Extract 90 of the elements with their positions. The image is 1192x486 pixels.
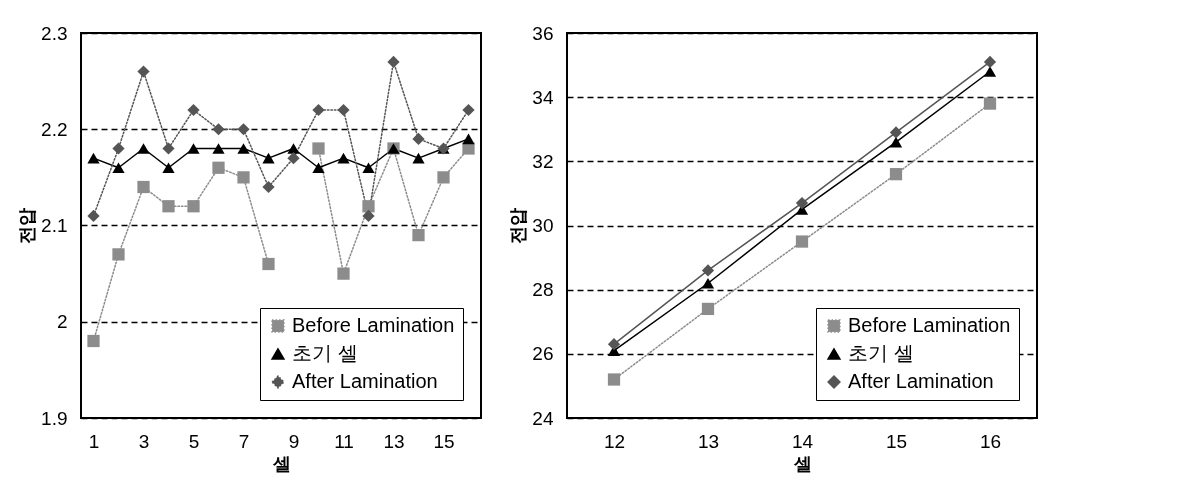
x-tick-label: 5 xyxy=(188,430,200,452)
legend-label: 초기 셀 xyxy=(292,342,358,364)
point xyxy=(137,65,150,78)
point xyxy=(337,267,350,280)
point xyxy=(983,97,997,110)
point xyxy=(287,143,300,154)
point xyxy=(212,161,225,174)
point xyxy=(162,200,175,213)
point xyxy=(337,152,350,164)
y-tick-label: 1.9 xyxy=(41,407,68,429)
point xyxy=(237,171,250,184)
x-tick-label: 15 xyxy=(433,430,455,452)
point xyxy=(287,152,300,165)
point xyxy=(237,123,250,136)
point xyxy=(162,142,175,155)
point xyxy=(312,103,325,117)
point xyxy=(387,55,400,68)
point xyxy=(795,235,809,248)
point xyxy=(362,209,375,222)
point xyxy=(337,103,350,117)
y-tick-label: 26 xyxy=(532,343,554,365)
point xyxy=(87,334,100,348)
point xyxy=(162,162,175,174)
point xyxy=(87,209,100,222)
legend-label: 초기 셀 xyxy=(848,342,914,364)
point xyxy=(412,132,425,145)
point xyxy=(462,103,475,117)
x-tick-label: 16 xyxy=(979,430,1002,452)
y-tick-label: 34 xyxy=(532,86,554,108)
point xyxy=(412,229,425,242)
y-tick-label: 30 xyxy=(532,215,554,236)
y-tick-label: 2.3 xyxy=(41,22,68,44)
legend-label: Before Lamination xyxy=(292,314,455,336)
point xyxy=(701,277,715,289)
point xyxy=(312,162,325,174)
point xyxy=(889,136,903,148)
y-tick-label: 24 xyxy=(532,407,554,429)
point xyxy=(262,257,275,271)
x-tick-label: 13 xyxy=(697,430,720,452)
point xyxy=(212,123,225,136)
point xyxy=(187,143,200,154)
point xyxy=(795,196,809,210)
y-tick-label: 32 xyxy=(532,150,554,172)
point xyxy=(137,143,150,154)
point xyxy=(412,152,425,164)
point xyxy=(607,338,621,351)
point xyxy=(701,302,715,316)
x-tick-label: 1 xyxy=(88,430,100,452)
x-tick-label: 13 xyxy=(383,430,405,452)
point xyxy=(462,133,475,145)
point xyxy=(607,373,621,386)
point xyxy=(137,180,150,194)
x-tick-label: 14 xyxy=(791,430,814,452)
y-tick-label: 36 xyxy=(532,22,554,44)
point xyxy=(112,248,125,261)
point xyxy=(112,162,125,174)
point xyxy=(983,55,997,68)
point xyxy=(187,103,200,117)
point xyxy=(262,152,275,164)
point xyxy=(312,142,325,155)
y-tick-label: 2.2 xyxy=(41,118,68,140)
legend-label: After Lamination xyxy=(292,370,438,392)
x-tick-label: 11 xyxy=(334,430,354,452)
y-tick-label: 2.1 xyxy=(41,215,68,236)
point xyxy=(362,200,375,213)
point xyxy=(262,180,275,194)
y-axis-title: 전압 xyxy=(17,208,38,244)
point xyxy=(212,143,225,154)
point xyxy=(112,142,125,155)
x-tick-label: 15 xyxy=(885,430,908,452)
x-tick-label: 9 xyxy=(288,430,300,452)
point xyxy=(87,152,100,164)
point xyxy=(362,162,375,174)
point xyxy=(237,143,250,154)
point xyxy=(437,171,450,184)
legend-label: Before Lamination xyxy=(848,314,1011,336)
y-axis-title: 전압 xyxy=(508,208,529,244)
point xyxy=(889,126,903,139)
point xyxy=(983,66,997,77)
x-tick-label: 7 xyxy=(238,430,250,452)
x-tick-label: 3 xyxy=(138,430,150,452)
legend-label: After Lamination xyxy=(848,370,994,392)
y-tick-label: 28 xyxy=(532,279,554,301)
x-axis-title: 셀 xyxy=(271,453,291,474)
x-axis-title: 셀 xyxy=(792,453,812,474)
x-tick-label: 12 xyxy=(603,430,626,452)
point xyxy=(889,168,903,181)
y-tick-label: 2 xyxy=(56,311,68,333)
point xyxy=(187,200,200,213)
point xyxy=(701,264,715,277)
